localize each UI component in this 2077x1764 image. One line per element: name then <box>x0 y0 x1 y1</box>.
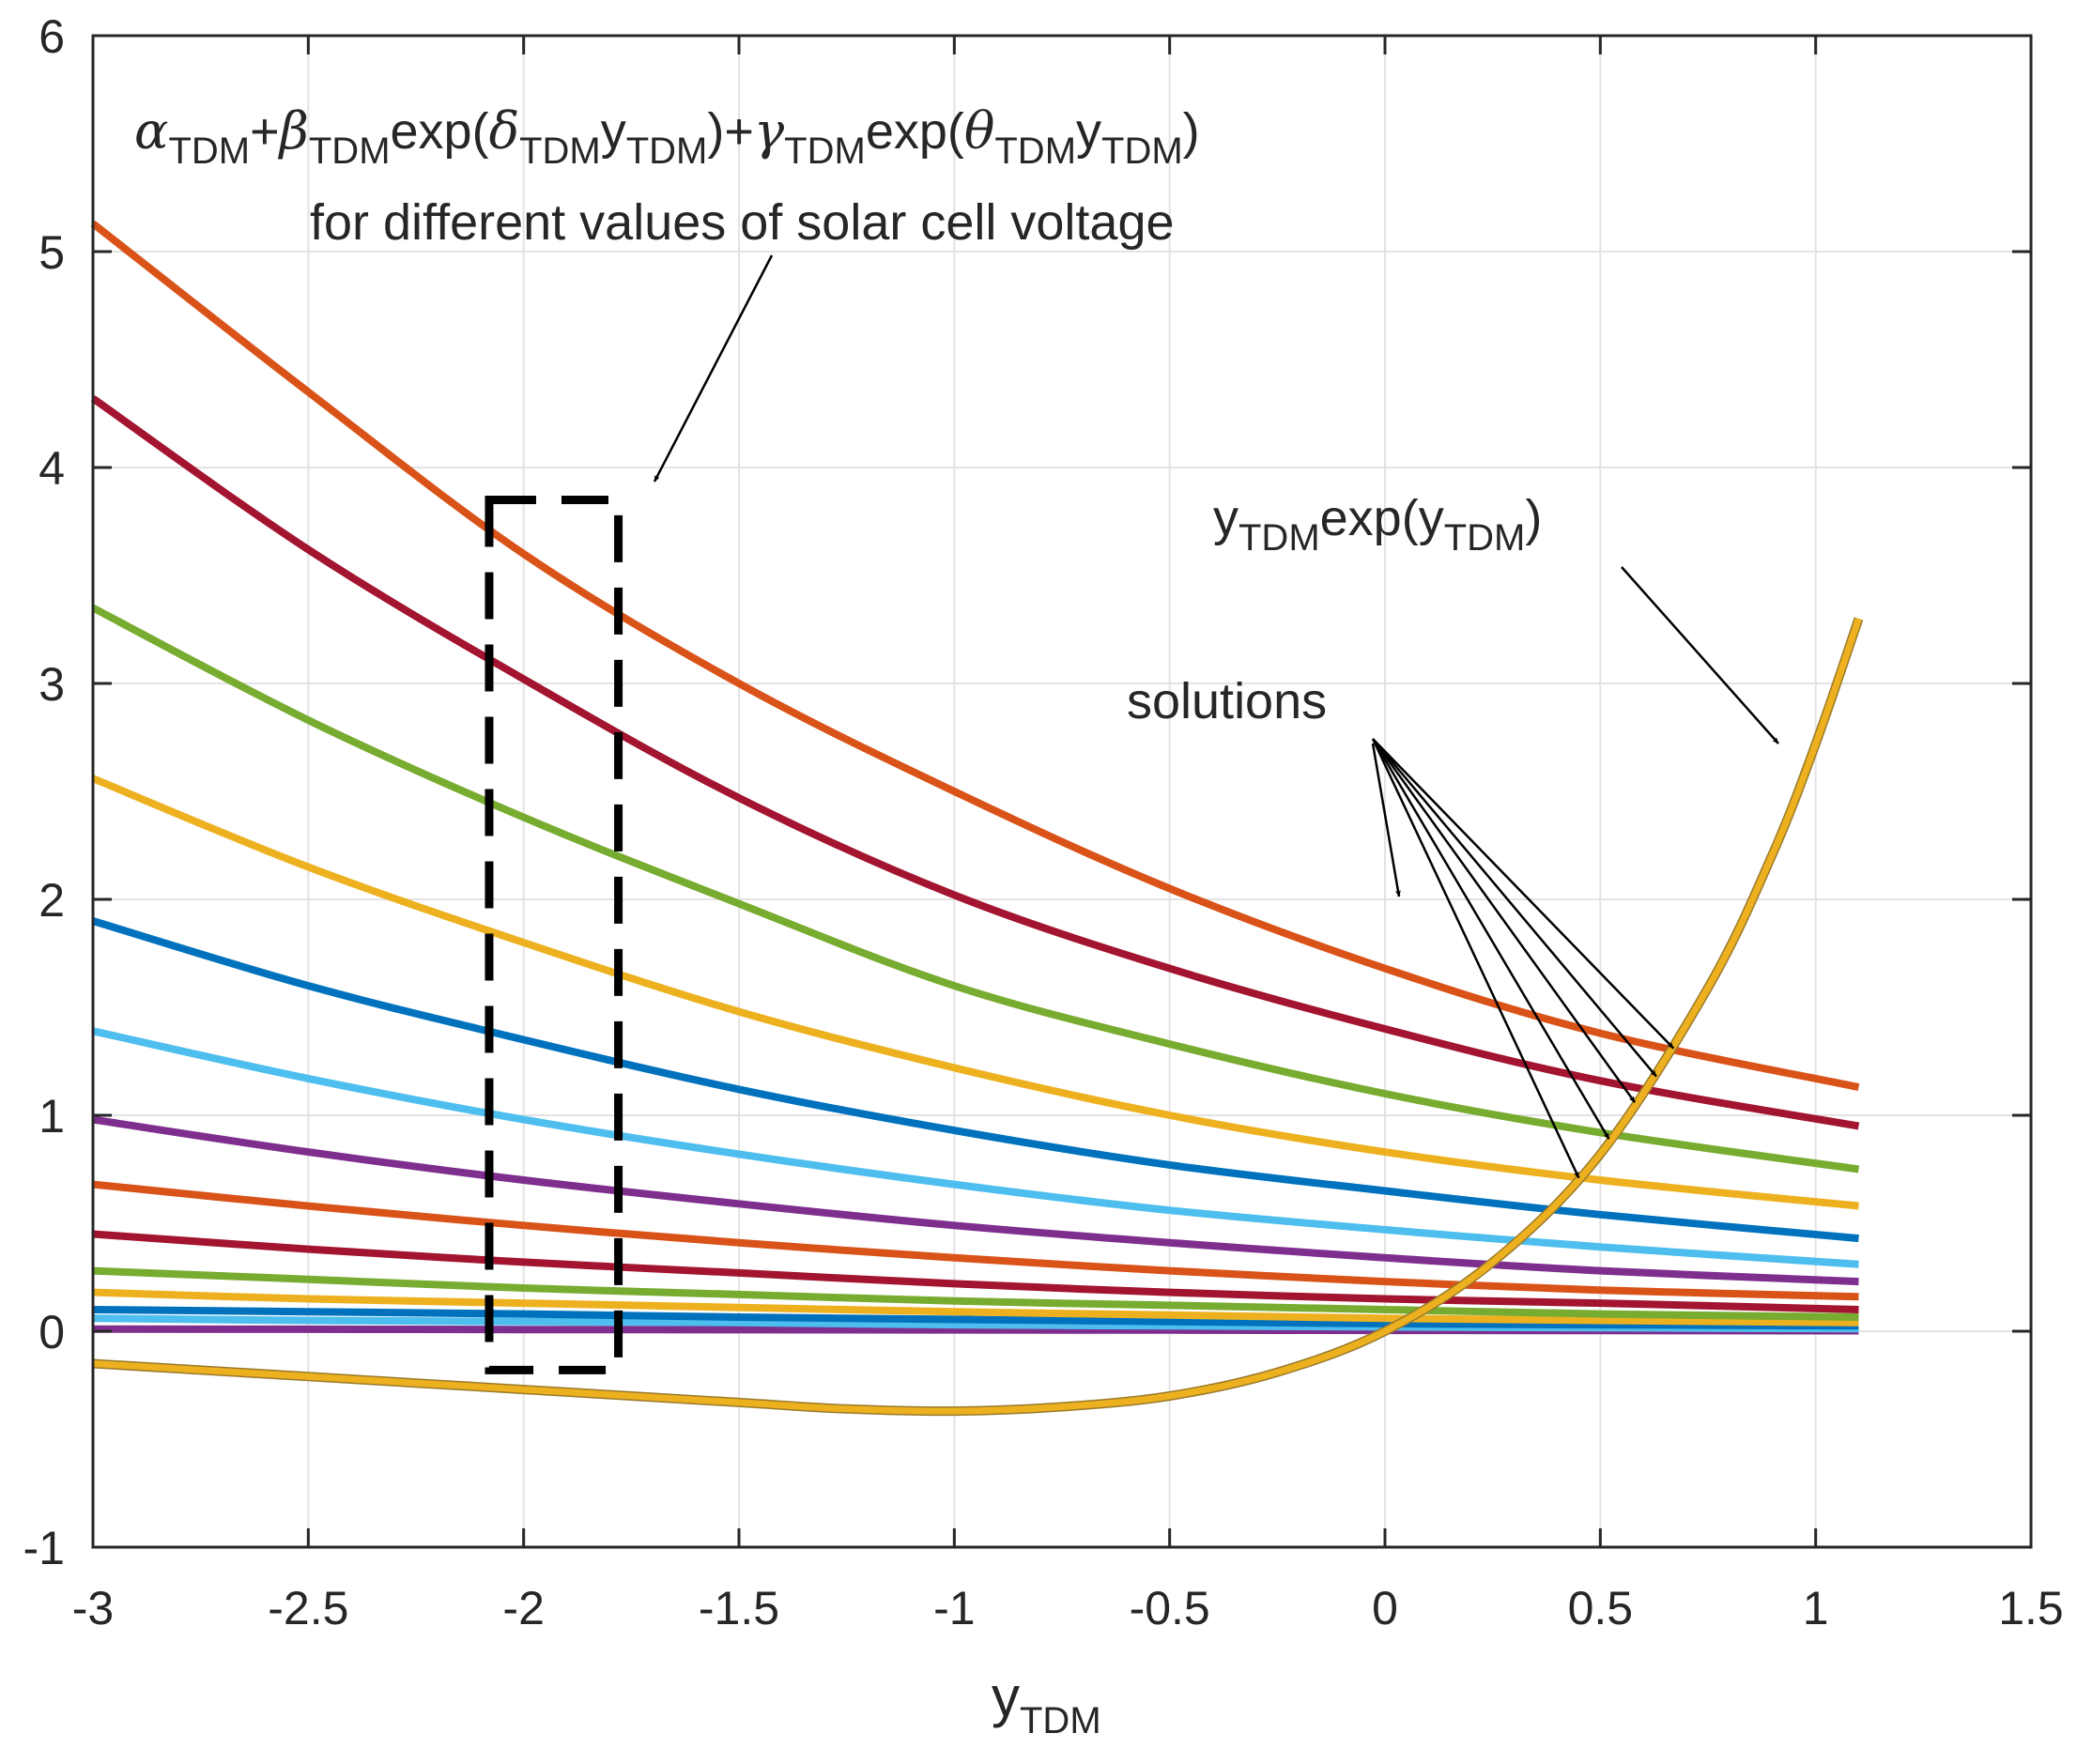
formula-token: ) <box>1183 103 1200 160</box>
formula-subscript: TDM <box>626 130 708 172</box>
series-line-3 <box>91 604 1860 1173</box>
lhs-curve-line <box>92 617 1862 1415</box>
lhs-curve-layer <box>92 617 1864 1417</box>
formula-token: exp( <box>866 103 964 160</box>
solution-arrow-1 <box>1371 738 1580 1179</box>
formula-subscript: TDM <box>784 130 866 172</box>
formula-token: y <box>1213 490 1239 546</box>
series-line-7 <box>92 1115 1859 1286</box>
formula-token: exp( <box>391 103 489 160</box>
x-tick-label: -2.5 <box>268 1582 348 1634</box>
solution-arrow-2 <box>1371 738 1610 1140</box>
x-tick-label: -1.5 <box>699 1582 779 1634</box>
y-tick-label: 6 <box>38 10 65 63</box>
y-tick-label: 4 <box>38 442 65 495</box>
formula-pointer-arrow <box>653 254 774 483</box>
y-tick-label: 0 <box>38 1306 65 1358</box>
formula-caption: for different values of solar cell volta… <box>310 194 1175 251</box>
y-tick-label: -1 <box>23 1522 65 1574</box>
x-tick-label: 0.5 <box>1568 1582 1634 1634</box>
x-tick-label: -1 <box>933 1582 975 1634</box>
formula-token: y <box>1076 103 1101 160</box>
y-tick-label: 2 <box>38 874 65 927</box>
x-tick-label: -3 <box>72 1582 114 1634</box>
formula-token: δ <box>489 101 520 161</box>
lhs-curve-label: yTDMexp(yTDM) <box>1213 490 1542 559</box>
formula-subscript: TDM <box>1239 517 1320 559</box>
solution-arrow-4 <box>1372 738 1657 1078</box>
y-tick-label: 1 <box>38 1090 65 1143</box>
formula-token: + <box>250 103 280 160</box>
formula-token: β <box>278 101 309 161</box>
solutions-label: solutions <box>1127 673 1327 729</box>
solutions-arrow-stub <box>1371 743 1401 897</box>
series-line-6 <box>92 1027 1859 1268</box>
formula-subscript: TDM <box>309 130 391 172</box>
series-line-1 <box>90 220 1860 1092</box>
axes-box <box>91 34 2033 1549</box>
series-line-8 <box>92 1180 1859 1301</box>
solution-arrow-5 <box>1372 738 1675 1050</box>
series-line-10 <box>92 1266 1859 1321</box>
formula-subscript: TDM <box>519 130 601 172</box>
formula-token: y <box>601 103 626 160</box>
formula-subscript: TDM <box>994 130 1076 172</box>
x-tick-label: -2 <box>502 1582 544 1634</box>
series-line-12 <box>92 1306 1859 1330</box>
y-tick-label: 5 <box>38 226 65 279</box>
x-tick-label: -0.5 <box>1130 1582 1210 1634</box>
series-line-11 <box>92 1288 1859 1327</box>
series-line-5 <box>91 917 1859 1243</box>
formula-token: ) <box>1525 490 1542 546</box>
x-tick-label: 1 <box>1803 1582 1829 1634</box>
formula-token: )+ <box>707 103 754 160</box>
y-tick-label: 3 <box>38 658 65 711</box>
solution-arrow-3 <box>1371 738 1637 1103</box>
series-line-4 <box>91 775 1859 1210</box>
formula-token: θ <box>964 101 995 161</box>
x-tick-label: 1.5 <box>1998 1582 2064 1634</box>
dashed-highlight-box <box>485 496 623 1374</box>
formula-subscript: TDM <box>1444 517 1526 559</box>
x-axis-label: yTDM <box>992 1665 1101 1741</box>
series-line-9 <box>92 1230 1859 1313</box>
formula-subscript: TDM <box>168 130 250 172</box>
formula-token: γ <box>754 101 785 161</box>
annotation-layer <box>485 254 1779 1374</box>
lhs-label-pointer-arrow <box>1621 566 1779 744</box>
axis-ticks: -3 -2.5 -2 -1.5 -1 -0.5 0 0.5 1 1.5 -1 0 1 2 3 4 5 6 <box>23 10 2064 1634</box>
x-axis-label-sub: TDM <box>1020 1700 1101 1741</box>
x-axis-label-main: y <box>992 1665 1020 1728</box>
x-tick-label: 0 <box>1372 1582 1398 1634</box>
series-layer <box>90 220 1860 1335</box>
formula-annotation: αTDM+βTDMexp(δTDMyTDM)+γTDMexp(θTDMyTDM) <box>134 101 1200 172</box>
series-line-2 <box>90 395 1860 1130</box>
formula-token: α <box>134 101 168 161</box>
formula-subscript: TDM <box>1101 130 1183 172</box>
formula-token: exp(y <box>1320 490 1444 546</box>
